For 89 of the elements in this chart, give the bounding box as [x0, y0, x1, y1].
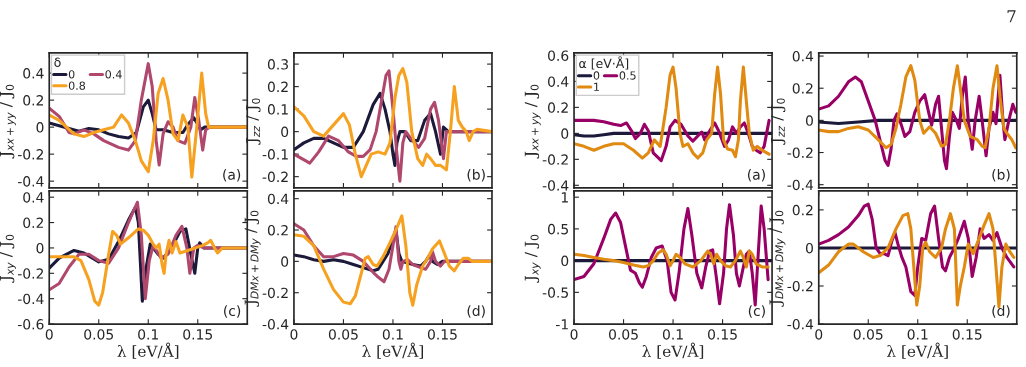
y-tick-label: -0.2 [262, 287, 288, 299]
annotation: (c) [224, 305, 241, 318]
x-tick-label: 0 [290, 329, 298, 340]
line-series [574, 248, 770, 269]
x-tick-label: 0.05 [328, 329, 358, 340]
y-axis-title: J$_{xy}$ / J$_{0}$ [0, 234, 16, 283]
annotation: (c) [748, 305, 765, 318]
y-axis-title: J$_{xy}$ / J$_{0}$ [524, 234, 541, 283]
y-tick-label: -0.2 [262, 171, 288, 183]
x-tick-label: 0.1 [662, 329, 683, 340]
legend-label: 0 [593, 71, 600, 80]
annotation: (d) [467, 305, 485, 318]
x-tick-label: 0.15 [952, 329, 982, 340]
x-tick-label: 0.1 [138, 329, 159, 340]
text: 7 [1007, 10, 1016, 23]
y-tick-label: -1 [556, 319, 568, 330]
y-tick-label: 0 [281, 126, 289, 138]
y-tick-label: 0.2 [23, 95, 43, 106]
legend-title: α [eV·Å] [579, 56, 629, 70]
y-axis-title: J$_{DMx+DMy}$ / J$_{0}$ [769, 210, 786, 307]
legend-title: δ [54, 57, 61, 67]
annotation: (a) [223, 169, 241, 182]
annotation: (b) [992, 169, 1010, 182]
legend-label: 0 [68, 70, 75, 79]
y-tick-label: 0.2 [267, 224, 288, 236]
y-tick-label: -0.4 [787, 179, 814, 191]
y-tick-label: 0.4 [792, 51, 814, 62]
x-tick-label: 0 [815, 329, 823, 340]
y-axis-title: J$_{zz}$ / J$_{0}$ [771, 98, 786, 145]
x-tick-label: 0.05 [853, 329, 883, 340]
y-tick-label: 0.2 [792, 83, 813, 94]
y-tick-label: -0.2 [542, 154, 568, 165]
y-tick-label: -0.2 [787, 280, 813, 292]
y-tick-label: 0.3 [267, 59, 288, 70]
legend-label: 1 [594, 82, 599, 91]
line-series [293, 214, 492, 307]
y-tick-label: 1 [561, 192, 568, 203]
x-tick-label: 0.1 [382, 329, 403, 340]
y-tick-label: 0 [561, 128, 569, 139]
line-series [818, 64, 1017, 150]
y-tick-label: 0.2 [792, 204, 813, 216]
x-axis-title: λ [eV/Å] [362, 342, 423, 359]
y-tick-label: 0.4 [23, 192, 44, 203]
x-axis-title: λ [eV/Å] [117, 342, 179, 359]
x-axis-title: λ [eV/Å] [887, 342, 948, 359]
x-tick-label: 0 [45, 329, 53, 340]
x-tick-label: 0.05 [84, 329, 113, 340]
y-tick-label: 0.1 [267, 104, 288, 115]
x-axis-title: λ [eV/Å] [642, 342, 704, 359]
y-tick-label: 0 [36, 122, 44, 133]
y-tick-label: 0 [281, 256, 289, 267]
annotation: (a) [747, 169, 765, 182]
y-tick-label: 0.4 [267, 193, 289, 205]
annotation: (b) [467, 169, 485, 182]
y-tick-label: 0.2 [267, 81, 288, 93]
y-tick-label: 0.5 [548, 223, 568, 235]
y-tick-label: 0.2 [23, 217, 43, 229]
legend-label: 0.4 [105, 70, 122, 79]
y-tick-label: -0.4 [17, 293, 44, 305]
y-tick-label: -0.4 [262, 319, 289, 330]
y-tick-label: -0.2 [17, 268, 43, 279]
y-tick-label: 0 [805, 242, 813, 254]
x-tick-label: 0 [570, 329, 578, 340]
x-tick-label: 0.15 [708, 329, 737, 340]
x-tick-label: 0.15 [183, 329, 213, 340]
y-tick-label: -0.4 [787, 319, 814, 330]
line-series [574, 203, 770, 307]
y-tick-label: 0.4 [548, 76, 569, 87]
y-axis-title: J$_{xx+yy}$ / J$_{0}$ [0, 84, 16, 159]
y-tick-label: -0.5 [542, 287, 568, 298]
x-tick-label: 0.15 [427, 329, 457, 340]
y-tick-label: -0.2 [787, 147, 813, 159]
y-tick-label: -0.6 [17, 319, 44, 330]
x-tick-label: 0.1 [907, 329, 928, 340]
annotation: (d) [992, 305, 1010, 318]
y-tick-label: 0 [805, 115, 813, 126]
y-tick-label: -0.2 [17, 149, 43, 160]
legend-label: 0.5 [619, 71, 636, 80]
y-axis-title: J$_{xx+yy}$ / J$_{0}$ [524, 84, 541, 159]
y-tick-label: -0.4 [17, 176, 44, 187]
x-tick-label: 0.05 [609, 329, 638, 340]
y-tick-label: 0.2 [548, 102, 568, 113]
y-tick-label: -0.4 [542, 180, 569, 191]
y-tick-label: 0.6 [548, 50, 569, 61]
y-tick-label: 0 [561, 255, 569, 267]
y-tick-label: 0.4 [23, 68, 44, 79]
legend-label: 0.8 [68, 81, 86, 90]
y-tick-label: 0 [36, 242, 44, 254]
y-tick-label: -0.1 [262, 149, 288, 160]
